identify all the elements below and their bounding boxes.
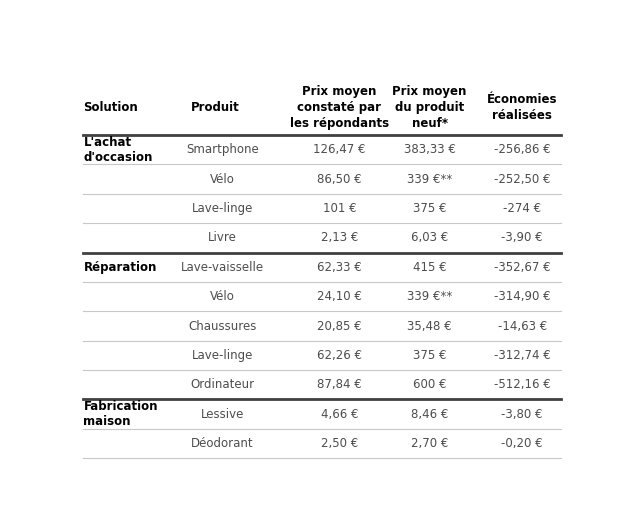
Text: -256,86 €: -256,86 € [494, 143, 550, 156]
Text: -314,90 €: -314,90 € [494, 290, 550, 303]
Text: Lave-vaisselle: Lave-vaisselle [181, 261, 264, 273]
Text: Prix moyen
du produit
neuf*: Prix moyen du produit neuf* [392, 85, 467, 130]
Text: 339 €**: 339 €** [407, 173, 452, 185]
Text: 339 €**: 339 €** [407, 290, 452, 303]
Text: Lave-linge: Lave-linge [192, 202, 253, 215]
Text: 8,46 €: 8,46 € [411, 408, 448, 421]
Text: Ordinateur: Ordinateur [191, 378, 255, 391]
Text: Chaussures: Chaussures [188, 320, 257, 332]
Text: -274 €: -274 € [503, 202, 542, 215]
Text: -512,16 €: -512,16 € [494, 378, 550, 391]
Text: Économies
réalisées: Économies réalisées [487, 93, 557, 122]
Text: 600 €: 600 € [413, 378, 447, 391]
Text: 6,03 €: 6,03 € [411, 232, 448, 244]
Text: 4,66 €: 4,66 € [321, 408, 358, 421]
Text: -312,74 €: -312,74 € [494, 349, 550, 362]
Text: 415 €: 415 € [413, 261, 447, 273]
Text: 126,47 €: 126,47 € [313, 143, 365, 156]
Text: 20,85 €: 20,85 € [317, 320, 362, 332]
Text: 62,33 €: 62,33 € [317, 261, 362, 273]
Text: Prix moyen
constaté par
les répondants: Prix moyen constaté par les répondants [290, 85, 389, 130]
Text: 87,84 €: 87,84 € [317, 378, 362, 391]
Text: Produit: Produit [191, 101, 240, 114]
Text: Livre: Livre [208, 232, 237, 244]
Text: Lave-linge: Lave-linge [192, 349, 253, 362]
Text: -252,50 €: -252,50 € [494, 173, 550, 185]
Text: -3,90 €: -3,90 € [501, 232, 543, 244]
Text: L'achat
d'occasion: L'achat d'occasion [84, 136, 153, 164]
Text: Vélo: Vélo [210, 173, 235, 185]
Text: Lessive: Lessive [201, 408, 244, 421]
Text: -352,67 €: -352,67 € [494, 261, 550, 273]
Text: 35,48 €: 35,48 € [408, 320, 452, 332]
Text: -3,80 €: -3,80 € [501, 408, 543, 421]
Text: Déodorant: Déodorant [191, 437, 253, 450]
Text: 2,13 €: 2,13 € [321, 232, 358, 244]
Text: Vélo: Vélo [210, 290, 235, 303]
Text: 375 €: 375 € [413, 202, 447, 215]
Text: 101 €: 101 € [323, 202, 356, 215]
Text: 2,50 €: 2,50 € [321, 437, 358, 450]
Text: 375 €: 375 € [413, 349, 447, 362]
Text: Réparation: Réparation [84, 261, 157, 273]
Text: 383,33 €: 383,33 € [404, 143, 455, 156]
Text: 62,26 €: 62,26 € [317, 349, 362, 362]
Text: 86,50 €: 86,50 € [317, 173, 362, 185]
Text: -14,63 €: -14,63 € [498, 320, 547, 332]
Text: 24,10 €: 24,10 € [317, 290, 362, 303]
Text: 2,70 €: 2,70 € [411, 437, 448, 450]
Text: -0,20 €: -0,20 € [501, 437, 543, 450]
Text: Solution: Solution [84, 101, 138, 114]
Text: Fabrication
maison: Fabrication maison [84, 400, 158, 428]
Text: Smartphone: Smartphone [186, 143, 259, 156]
